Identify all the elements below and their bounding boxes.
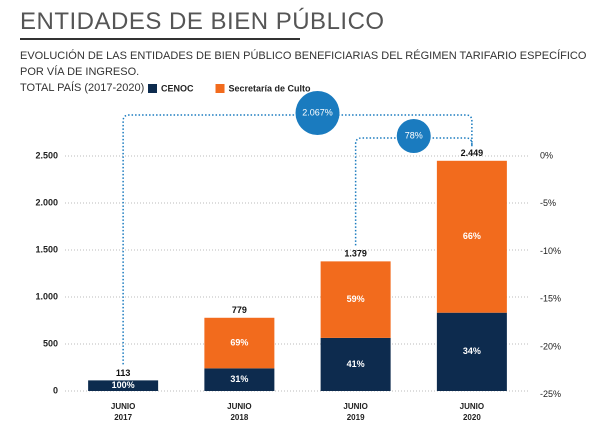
y-tick-label: 1.000 bbox=[35, 291, 58, 301]
y2-tick-label: -25% bbox=[540, 389, 561, 399]
total-label: 113 bbox=[116, 368, 131, 378]
total-label: 2.449 bbox=[461, 148, 484, 158]
segment-label: 41% bbox=[347, 359, 365, 369]
y2-tick-label: -5% bbox=[540, 198, 556, 208]
bar-segment bbox=[436, 160, 507, 313]
segment-label: 34% bbox=[463, 346, 481, 356]
y-tick-label: 500 bbox=[43, 338, 58, 348]
x-tick-label: JUNIO 2018 bbox=[227, 402, 252, 422]
y-tick-label: 0 bbox=[53, 385, 58, 395]
bar-segment bbox=[204, 368, 275, 391]
bar-segment bbox=[436, 312, 507, 391]
x-tick-label: JUNIO 2017 bbox=[110, 402, 136, 422]
annotation-connector bbox=[122, 114, 473, 365]
y-tick-label: 1.500 bbox=[35, 244, 58, 254]
bar-segment bbox=[320, 337, 391, 391]
total-label: 1.379 bbox=[344, 249, 367, 259]
x-tick-label: JUNIO 2019 bbox=[343, 402, 368, 422]
legend-label: CENOC bbox=[161, 83, 194, 93]
legend-swatch bbox=[148, 84, 157, 93]
title-rule bbox=[20, 38, 300, 40]
annotation-bubble bbox=[295, 91, 340, 135]
annotation-label: 78% bbox=[405, 130, 423, 140]
bar-segment bbox=[204, 317, 275, 369]
y2-tick-label: -10% bbox=[540, 246, 561, 256]
y2-tick-label: 0% bbox=[540, 150, 553, 160]
legend-swatch bbox=[215, 84, 225, 93]
segment-label: 66% bbox=[463, 231, 481, 241]
bar-segment bbox=[88, 380, 159, 391]
chart-subtitle: EVOLUCIÓN DE LAS ENTIDADES DE BIEN PÚBLI… bbox=[20, 50, 587, 94]
segment-label: 59% bbox=[347, 294, 365, 304]
y-tick-label: 2.000 bbox=[35, 197, 58, 207]
chart-title: ENTIDADES DE BIEN PÚBLICO bbox=[20, 8, 385, 35]
annotation-label: 2.067% bbox=[302, 107, 333, 117]
y2-tick-label: -20% bbox=[540, 341, 561, 351]
annotation-bubble bbox=[396, 119, 431, 153]
segment-label: 69% bbox=[230, 337, 248, 347]
segment-label: 100% bbox=[112, 380, 135, 390]
segment-label: 31% bbox=[230, 374, 248, 384]
y2-tick-label: -15% bbox=[540, 294, 561, 304]
total-label: 779 bbox=[232, 305, 247, 315]
legend-label: Secretaría de Culto bbox=[229, 83, 312, 93]
bar-segment bbox=[320, 261, 391, 338]
y-tick-label: 2.500 bbox=[35, 150, 58, 160]
x-tick-label: JUNIO 2020 bbox=[459, 402, 485, 422]
